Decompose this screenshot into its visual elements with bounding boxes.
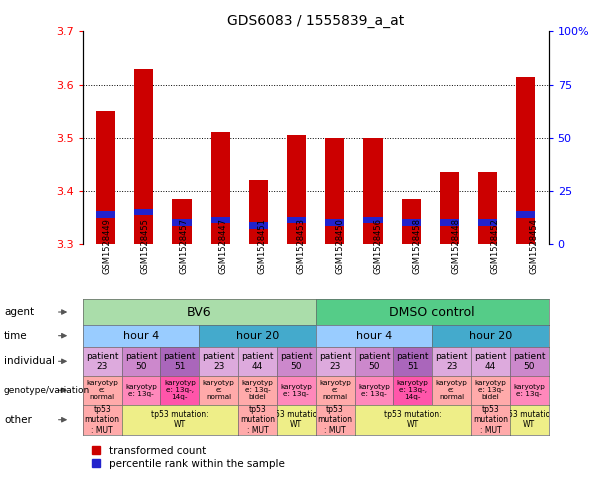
Text: patient
50: patient 50 bbox=[280, 352, 313, 371]
Text: tp53 mutation:
WT: tp53 mutation: WT bbox=[267, 410, 325, 429]
Text: patient
50: patient 50 bbox=[124, 352, 158, 371]
Text: tp53
mutation
: MUT: tp53 mutation : MUT bbox=[318, 405, 352, 435]
Bar bbox=[172, 219, 192, 226]
Text: karyotyp
e: 13q-: karyotyp e: 13q- bbox=[280, 384, 312, 397]
Text: patient
44: patient 44 bbox=[241, 352, 274, 371]
Bar bbox=[516, 77, 535, 244]
Bar bbox=[364, 138, 383, 244]
Bar bbox=[96, 211, 115, 218]
Text: karyotyp
e:
normal: karyotyp e: normal bbox=[86, 380, 118, 400]
Text: tp53 mutation:
WT: tp53 mutation: WT bbox=[384, 410, 441, 429]
Text: tp53
mutation
: MUT: tp53 mutation : MUT bbox=[85, 405, 120, 435]
Text: karyotyp
e: 13q-,
14q-: karyotyp e: 13q-, 14q- bbox=[164, 380, 196, 400]
Bar bbox=[478, 219, 497, 226]
Text: tp53 mutation:
WT: tp53 mutation: WT bbox=[500, 410, 558, 429]
Bar bbox=[402, 199, 421, 244]
Text: GSM1528453: GSM1528453 bbox=[296, 217, 305, 273]
Bar bbox=[134, 209, 153, 215]
Text: GSM1528455: GSM1528455 bbox=[141, 218, 150, 273]
Text: karyotyp
e: 13q-,
14q-: karyotyp e: 13q-, 14q- bbox=[397, 380, 428, 400]
Text: GSM1528451: GSM1528451 bbox=[257, 218, 267, 273]
Text: patient
23: patient 23 bbox=[435, 352, 468, 371]
Bar bbox=[249, 180, 268, 244]
Bar bbox=[211, 132, 230, 244]
Text: tp53 mutation:
WT: tp53 mutation: WT bbox=[151, 410, 208, 429]
Text: karyotyp
e: 13q-
bidel: karyotyp e: 13q- bidel bbox=[242, 380, 273, 400]
Text: patient
50: patient 50 bbox=[357, 352, 390, 371]
Bar bbox=[96, 111, 115, 244]
Text: BV6: BV6 bbox=[187, 306, 211, 318]
Text: patient
23: patient 23 bbox=[86, 352, 118, 371]
Text: hour 4: hour 4 bbox=[356, 331, 392, 341]
Text: patient
23: patient 23 bbox=[202, 352, 235, 371]
Text: hour 20: hour 20 bbox=[469, 331, 512, 341]
Text: karyotyp
e: 13q-: karyotyp e: 13q- bbox=[358, 384, 390, 397]
Bar bbox=[287, 216, 306, 224]
Text: patient
51: patient 51 bbox=[164, 352, 196, 371]
Bar bbox=[478, 172, 497, 244]
Text: patient
44: patient 44 bbox=[474, 352, 507, 371]
Bar bbox=[287, 135, 306, 244]
Text: karyotyp
e:
normal: karyotyp e: normal bbox=[319, 380, 351, 400]
Text: GSM1528456: GSM1528456 bbox=[374, 217, 383, 273]
Text: GSM1528458: GSM1528458 bbox=[413, 217, 422, 273]
Legend: transformed count, percentile rank within the sample: transformed count, percentile rank withi… bbox=[88, 441, 289, 473]
Bar bbox=[440, 219, 459, 226]
Text: time: time bbox=[4, 331, 28, 341]
Text: GSM1528447: GSM1528447 bbox=[219, 217, 227, 273]
Bar bbox=[249, 222, 268, 229]
Text: GSM1528449: GSM1528449 bbox=[102, 218, 111, 273]
Text: DMSO control: DMSO control bbox=[389, 306, 475, 318]
Text: GSM1528452: GSM1528452 bbox=[490, 218, 500, 273]
Text: karyotyp
e: 13q-: karyotyp e: 13q- bbox=[125, 384, 157, 397]
Text: individual: individual bbox=[4, 356, 55, 366]
Bar bbox=[172, 199, 192, 244]
Text: patient
23: patient 23 bbox=[319, 352, 351, 371]
Text: karyotyp
e:
normal: karyotyp e: normal bbox=[436, 380, 468, 400]
Text: hour 20: hour 20 bbox=[236, 331, 279, 341]
Bar bbox=[326, 138, 345, 244]
Text: karyotyp
e: 13q-
bidel: karyotyp e: 13q- bidel bbox=[474, 380, 506, 400]
Text: karyotyp
e: 13q-: karyotyp e: 13q- bbox=[513, 384, 545, 397]
Bar bbox=[402, 219, 421, 226]
Text: patient
50: patient 50 bbox=[513, 352, 546, 371]
Bar bbox=[134, 69, 153, 244]
Bar bbox=[440, 172, 459, 244]
Bar bbox=[326, 219, 345, 226]
Bar bbox=[364, 216, 383, 224]
Text: GSM1528448: GSM1528448 bbox=[452, 217, 460, 273]
Bar bbox=[516, 211, 535, 218]
Text: tp53
mutation
: MUT: tp53 mutation : MUT bbox=[473, 405, 508, 435]
Text: karyotyp
e:
normal: karyotyp e: normal bbox=[203, 380, 235, 400]
Bar bbox=[211, 216, 230, 224]
Text: genotype/variation: genotype/variation bbox=[4, 386, 90, 395]
Text: GSM1528457: GSM1528457 bbox=[180, 217, 189, 273]
Text: other: other bbox=[4, 415, 32, 425]
Text: tp53
mutation
: MUT: tp53 mutation : MUT bbox=[240, 405, 275, 435]
Text: agent: agent bbox=[4, 307, 34, 317]
Text: hour 4: hour 4 bbox=[123, 331, 159, 341]
Text: GSM1528450: GSM1528450 bbox=[335, 218, 344, 273]
Title: GDS6083 / 1555839_a_at: GDS6083 / 1555839_a_at bbox=[227, 14, 405, 28]
Text: GSM1528454: GSM1528454 bbox=[529, 218, 538, 273]
Text: patient
51: patient 51 bbox=[397, 352, 429, 371]
